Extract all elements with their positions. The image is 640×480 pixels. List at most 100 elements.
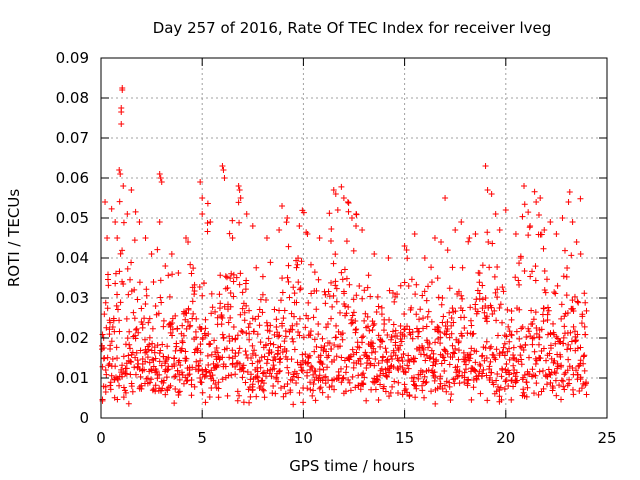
data-point-marker: [338, 183, 345, 190]
data-point-marker: [371, 251, 378, 257]
data-point-marker: [342, 303, 349, 310]
data-point-marker: [196, 284, 203, 291]
data-point-marker: [295, 279, 302, 286]
data-point-marker: [141, 380, 148, 387]
data-point-marker: [455, 347, 462, 354]
data-point-marker: [289, 326, 296, 333]
data-point-marker: [282, 327, 289, 334]
data-point-marker: [523, 379, 530, 386]
data-point-marker: [227, 314, 234, 321]
data-point-marker: [565, 356, 572, 363]
data-point-marker: [237, 195, 244, 201]
data-point-marker: [488, 191, 495, 197]
data-point-marker: [360, 370, 367, 377]
data-point-marker: [249, 381, 256, 388]
data-point-marker: [117, 171, 124, 177]
data-point-marker: [428, 347, 435, 354]
data-point-marker: [322, 380, 329, 387]
data-point-marker: [157, 277, 164, 284]
data-point-marker: [399, 358, 406, 365]
data-point-marker: [307, 261, 314, 268]
data-point-marker: [437, 373, 444, 380]
data-point-marker: [236, 366, 243, 373]
data-point-marker: [560, 334, 567, 341]
data-point-marker: [346, 281, 353, 288]
data-point-marker: [339, 330, 346, 337]
data-point-marker: [444, 247, 451, 254]
data-point-marker: [254, 368, 261, 375]
data-point-marker: [360, 333, 367, 340]
data-point-marker: [458, 219, 465, 225]
data-point-marker: [158, 362, 165, 369]
data-point-marker: [419, 387, 426, 394]
data-point-marker: [385, 255, 392, 261]
data-point-marker: [344, 199, 351, 205]
data-point-marker: [536, 368, 543, 375]
data-point-marker: [561, 371, 568, 378]
x-tick-label: 10: [294, 429, 313, 447]
data-point-marker: [126, 328, 133, 335]
data-point-marker: [123, 315, 130, 322]
data-point-marker: [502, 207, 509, 213]
data-point-marker: [486, 345, 493, 352]
data-point-marker: [317, 352, 324, 359]
data-point-marker: [341, 266, 348, 273]
data-point-marker: [499, 366, 506, 373]
data-point-marker: [172, 386, 179, 393]
data-point-marker: [290, 284, 297, 291]
data-point-marker: [128, 259, 135, 266]
data-point-marker: [285, 262, 292, 269]
data-point-marker: [119, 362, 126, 369]
data-point-marker: [510, 383, 517, 390]
data-point-marker: [538, 326, 545, 333]
data-point-marker: [179, 322, 186, 329]
data-point-marker: [337, 343, 344, 350]
data-point-marker: [328, 279, 335, 286]
data-point-marker: [549, 383, 556, 390]
data-point-marker: [379, 338, 386, 345]
data-point-marker: [241, 317, 248, 324]
data-point-marker: [100, 355, 107, 362]
data-point-marker: [120, 353, 127, 360]
data-point-marker: [190, 310, 197, 317]
data-point-marker: [230, 293, 237, 300]
data-point-marker: [494, 263, 501, 270]
data-point-marker: [465, 377, 472, 384]
data-point-marker: [375, 360, 382, 367]
data-point-marker: [182, 309, 189, 316]
data-point-marker: [571, 328, 578, 335]
data-point-marker: [490, 381, 497, 388]
data-point-marker: [525, 232, 532, 239]
data-point-marker: [478, 353, 485, 360]
data-point-marker: [131, 237, 138, 244]
data-point-marker: [412, 394, 419, 401]
data-point-marker: [157, 294, 164, 301]
data-point-marker: [131, 286, 138, 293]
data-point-marker: [152, 369, 159, 376]
data-point-marker: [558, 301, 565, 308]
data-point-marker: [120, 183, 127, 189]
data-point-marker: [558, 396, 565, 403]
data-point-marker: [274, 329, 281, 336]
data-point-marker: [518, 361, 525, 368]
data-point-marker: [238, 327, 245, 334]
data-point-marker: [327, 237, 334, 244]
data-point-marker: [439, 385, 446, 392]
data-point-marker: [148, 367, 155, 374]
data-point-marker: [156, 219, 163, 225]
data-point-marker: [566, 189, 573, 196]
data-point-marker: [401, 243, 408, 249]
data-point-marker: [449, 264, 456, 271]
data-point-marker: [435, 294, 442, 301]
data-point-marker: [105, 271, 112, 278]
axis-ticks: [100, 57, 608, 419]
data-point-marker: [371, 362, 378, 369]
data-point-marker: [535, 391, 542, 398]
data-point-marker: [265, 335, 272, 342]
data-point-marker: [188, 392, 195, 399]
data-point-marker: [384, 331, 391, 338]
data-point-marker: [197, 326, 204, 333]
data-point-marker: [552, 370, 559, 377]
data-point-marker: [167, 321, 174, 328]
data-point-marker: [532, 372, 539, 379]
